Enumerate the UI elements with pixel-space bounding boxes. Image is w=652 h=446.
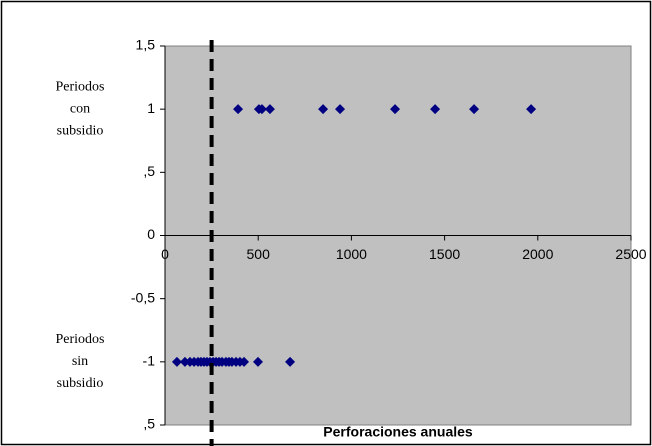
x-tick-label: 0 bbox=[161, 246, 169, 262]
x-tick-label: 2500 bbox=[615, 246, 646, 262]
y-tick-label: 1 bbox=[147, 100, 155, 116]
point bbox=[171, 356, 182, 367]
point bbox=[526, 104, 537, 115]
x-tick-label: 500 bbox=[247, 246, 271, 262]
x-tick-label: 1000 bbox=[336, 246, 367, 262]
point bbox=[239, 356, 250, 367]
y-tick-label: 1,5 bbox=[136, 37, 156, 53]
annotation: sin bbox=[72, 354, 88, 369]
annotation: subsidio bbox=[57, 376, 104, 391]
point bbox=[179, 356, 190, 367]
point bbox=[430, 104, 441, 115]
y-tick-label: -1 bbox=[143, 353, 156, 369]
point bbox=[285, 356, 296, 367]
x-axis-title: Perforaciones anuales bbox=[323, 424, 473, 440]
y-tick-label: ,5 bbox=[143, 416, 155, 432]
annotation: subsidio bbox=[57, 123, 104, 138]
point bbox=[264, 104, 275, 115]
annotation: Periodos bbox=[56, 79, 105, 94]
annotation: Periodos bbox=[56, 332, 105, 347]
y-tick-label: -0,5 bbox=[131, 289, 155, 305]
annotation: con bbox=[70, 101, 90, 116]
x-tick-label: 1500 bbox=[429, 246, 460, 262]
point bbox=[253, 356, 264, 367]
point bbox=[233, 104, 244, 115]
point bbox=[318, 104, 329, 115]
y-tick-label: ,5 bbox=[143, 163, 155, 179]
x-tick-label: 2000 bbox=[522, 246, 553, 262]
y-tick-label: 0 bbox=[147, 226, 155, 242]
point bbox=[469, 104, 480, 115]
point bbox=[390, 104, 401, 115]
point bbox=[256, 104, 267, 115]
point bbox=[335, 104, 346, 115]
